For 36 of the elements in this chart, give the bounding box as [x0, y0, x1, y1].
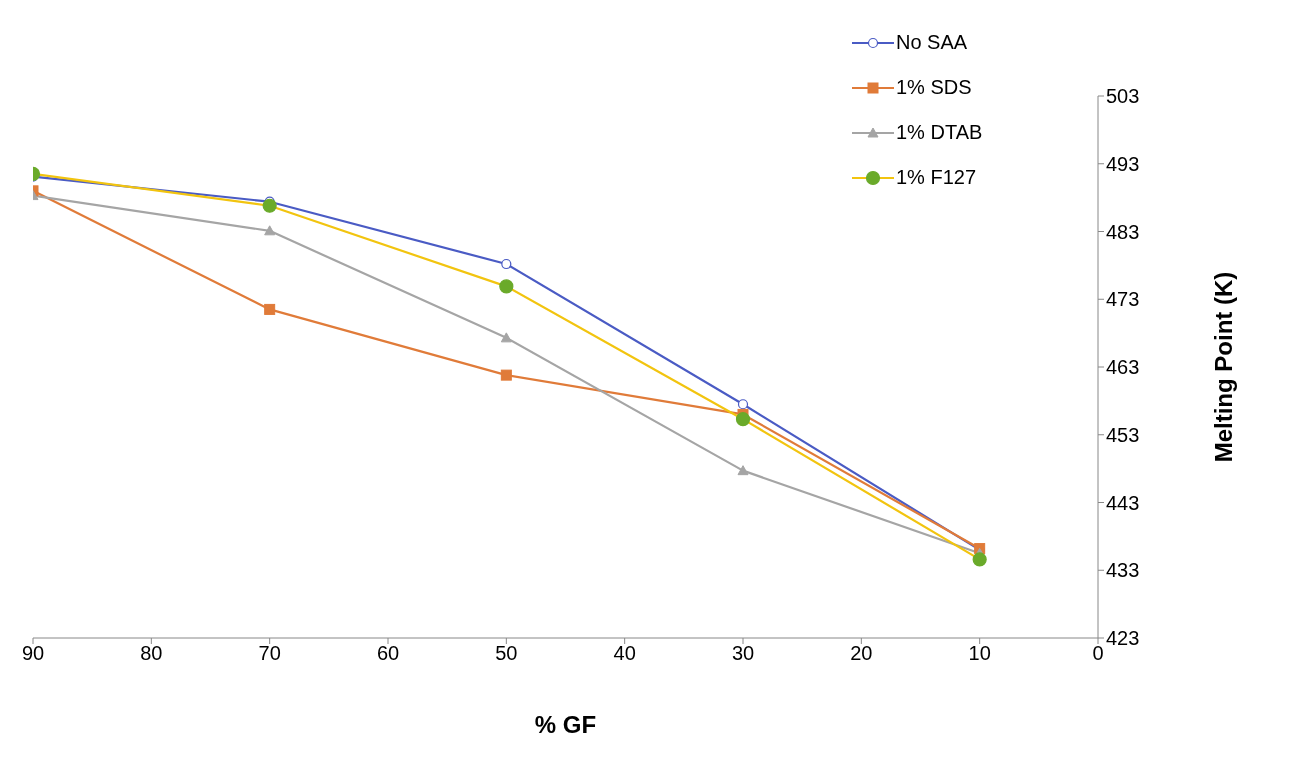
x-tick-label: 60 — [376, 642, 400, 665]
y-tick-label: 493 — [1106, 152, 1140, 175]
legend-label: No SAA — [896, 31, 968, 54]
y-tick-label: 423 — [1106, 627, 1140, 650]
point — [735, 412, 751, 427]
point — [501, 258, 512, 270]
point — [737, 399, 749, 410]
x-tick-label: 70 — [258, 642, 281, 665]
legend-label: 1% DTAB — [896, 121, 983, 144]
y-tick-label: 473 — [1106, 288, 1140, 311]
point — [262, 198, 277, 213]
point — [499, 279, 514, 294]
y-tick-label: 443 — [1106, 491, 1140, 514]
x-tick-label: 50 — [495, 642, 518, 665]
y-tick-label: 503 — [1106, 85, 1140, 108]
y-tick-label: 433 — [1106, 559, 1140, 582]
y-tick-label: 453 — [1106, 423, 1140, 446]
y-tick-label: 463 — [1106, 356, 1140, 379]
x-tick-label: 0 — [1092, 642, 1104, 665]
x-tick-label: 30 — [731, 642, 755, 665]
x-tick-label: 40 — [613, 642, 636, 665]
y-tick-label: 483 — [1106, 220, 1140, 243]
y-axis-title: Melting Point (K) — [1209, 271, 1237, 463]
x-tick-label: 10 — [968, 642, 991, 665]
point — [737, 465, 749, 476]
x-axis-title: % GF — [534, 711, 597, 738]
x-tick-label: 80 — [140, 642, 163, 665]
point — [972, 552, 987, 567]
point — [264, 303, 276, 315]
point — [500, 369, 512, 381]
point — [500, 332, 512, 343]
x-tick-label: 90 — [21, 642, 45, 665]
point — [264, 225, 276, 236]
legend-label: 1% SDS — [896, 76, 972, 99]
x-tick-label: 20 — [850, 642, 873, 665]
legend-label: 1% F127 — [896, 166, 977, 189]
